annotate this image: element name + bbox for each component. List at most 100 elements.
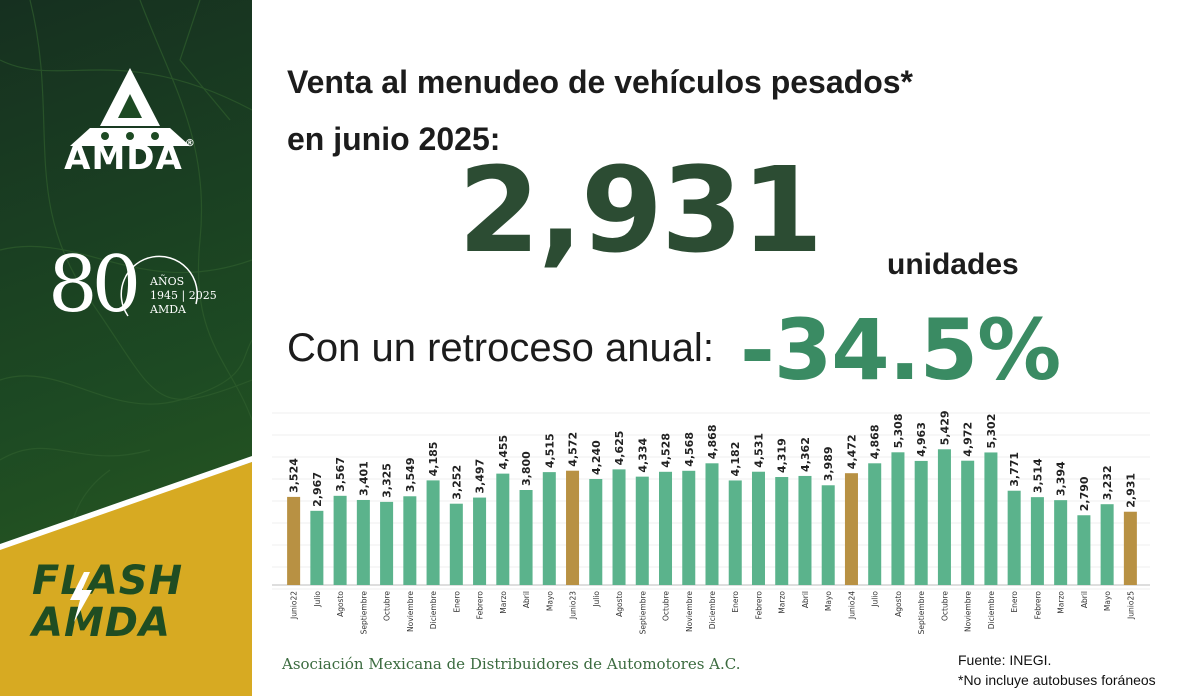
tick-label: Julio: [313, 591, 322, 608]
data-label: 4,182: [729, 442, 742, 477]
bar-abril: [1077, 515, 1091, 585]
data-label: 4,572: [567, 432, 580, 467]
data-label: 4,472: [845, 434, 858, 469]
tick-label: Septiembre: [917, 591, 926, 635]
kpi-unit: unidades: [887, 248, 1019, 281]
data-label: 5,308: [892, 414, 905, 449]
tick-label: Febrero: [476, 591, 485, 620]
bar-septiembre: [635, 476, 649, 585]
bar-enero: [728, 480, 742, 585]
data-label: 4,972: [962, 422, 975, 457]
bar-mayo: [542, 472, 556, 585]
bar-septiembre: [356, 499, 370, 585]
data-label: 2,790: [1078, 476, 1091, 511]
data-label: 2,967: [311, 472, 324, 507]
gold-corner: [0, 456, 252, 696]
tick-label: Agosto: [615, 591, 624, 617]
data-label: 4,868: [706, 425, 719, 460]
brand-panel: AMDA ® 80 AÑOS 1945 | 2025 AMDA FLASH AMD…: [0, 0, 252, 696]
bar-mayo: [821, 485, 835, 585]
tick-label: Octubre: [940, 591, 949, 621]
tick-label: Julio: [592, 591, 601, 608]
data-label: 3,549: [404, 457, 417, 492]
tick-label: Noviembre: [406, 591, 415, 632]
headline-line2: en junio 2025:: [287, 121, 501, 157]
source-text: Fuente: INEGI.: [958, 652, 1052, 668]
anniversary-circle-icon: [120, 255, 198, 317]
tick-label: Marzo: [1057, 591, 1066, 614]
amda-logo-mark: [70, 68, 190, 146]
footnote-text: *No incluye autobuses foráneos: [958, 672, 1156, 688]
data-label: 5,302: [985, 414, 998, 449]
data-label: 4,625: [613, 431, 626, 466]
data-label: 3,514: [1031, 458, 1044, 493]
tick-label: Junio24: [847, 591, 856, 620]
bar-abril: [798, 475, 812, 585]
bar-agosto: [891, 452, 905, 585]
tick-label: Abril: [801, 591, 810, 608]
bar-agosto: [612, 469, 626, 585]
bar-agosto: [333, 495, 347, 585]
data-label: 4,528: [660, 433, 673, 468]
bar-septiembre: [914, 460, 928, 585]
tick-label: Enero: [731, 591, 740, 613]
bar-junio24: [844, 473, 858, 585]
tick-label: Marzo: [499, 591, 508, 614]
bar-junio23: [566, 470, 580, 585]
bar-febrero: [473, 497, 487, 585]
data-label: 3,800: [520, 451, 533, 486]
bar-octubre: [937, 449, 951, 585]
tick-label: Noviembre: [964, 591, 973, 632]
anniversary-org: AMDA: [150, 303, 186, 316]
flash-amda-logo: FLASH AMDA: [32, 558, 184, 646]
bar-marzo: [1054, 500, 1068, 585]
data-label: 3,401: [357, 461, 370, 496]
tick-label: Agosto: [894, 591, 903, 617]
tick-label: Julio: [871, 591, 880, 608]
tick-label: Agosto: [336, 591, 345, 617]
bar-junio22: [287, 496, 301, 585]
tick-label: Diciembre: [708, 591, 717, 630]
bar-febrero: [751, 471, 765, 585]
bar-marzo: [496, 473, 510, 585]
organization-name: Asociación Mexicana de Distribuidores de…: [282, 655, 741, 673]
data-label: 3,989: [822, 446, 835, 481]
bar-mayo: [1100, 504, 1114, 585]
data-label: 4,868: [869, 425, 882, 460]
data-label: 3,325: [381, 463, 394, 498]
lightning-bolt-icon: [70, 572, 92, 622]
data-label: 4,362: [799, 437, 812, 472]
bar-octubre: [380, 501, 394, 585]
bar-julio: [868, 463, 882, 585]
tick-label: Junio23: [569, 591, 578, 620]
data-label: 3,252: [450, 465, 463, 500]
data-label: 2,931: [1124, 473, 1137, 508]
tick-label: Febrero: [1033, 591, 1042, 620]
tick-label: Octubre: [383, 591, 392, 621]
bar-abril: [519, 490, 533, 585]
anniversary-years: 1945 | 2025: [150, 289, 217, 302]
tick-label: Mayo: [1103, 591, 1112, 612]
tick-label: Diciembre: [429, 591, 438, 630]
change-label: Con un retroceso anual:: [287, 326, 714, 370]
data-label: 3,232: [1101, 465, 1114, 500]
data-label: 4,515: [543, 433, 556, 468]
data-label: 4,185: [427, 442, 440, 477]
tick-label: Febrero: [754, 591, 763, 620]
tick-label: Junio22: [290, 591, 299, 620]
data-label: 4,319: [776, 438, 789, 473]
tick-label: Marzo: [778, 591, 787, 614]
tick-label: Noviembre: [685, 591, 694, 632]
bar-julio: [589, 479, 603, 585]
data-label: 3,771: [1008, 452, 1021, 487]
bar-octubre: [659, 471, 673, 585]
bar-noviembre: [682, 470, 696, 585]
headline: Venta al menudeo de vehículos pesados* e…: [287, 54, 913, 168]
bar-enero: [1007, 490, 1021, 585]
data-label: 4,531: [752, 433, 765, 468]
bar-noviembre: [403, 496, 417, 585]
tick-label: Enero: [1010, 591, 1019, 613]
data-label: 4,568: [683, 432, 696, 467]
tick-label: Diciembre: [987, 591, 996, 630]
bar-febrero: [1030, 497, 1044, 585]
